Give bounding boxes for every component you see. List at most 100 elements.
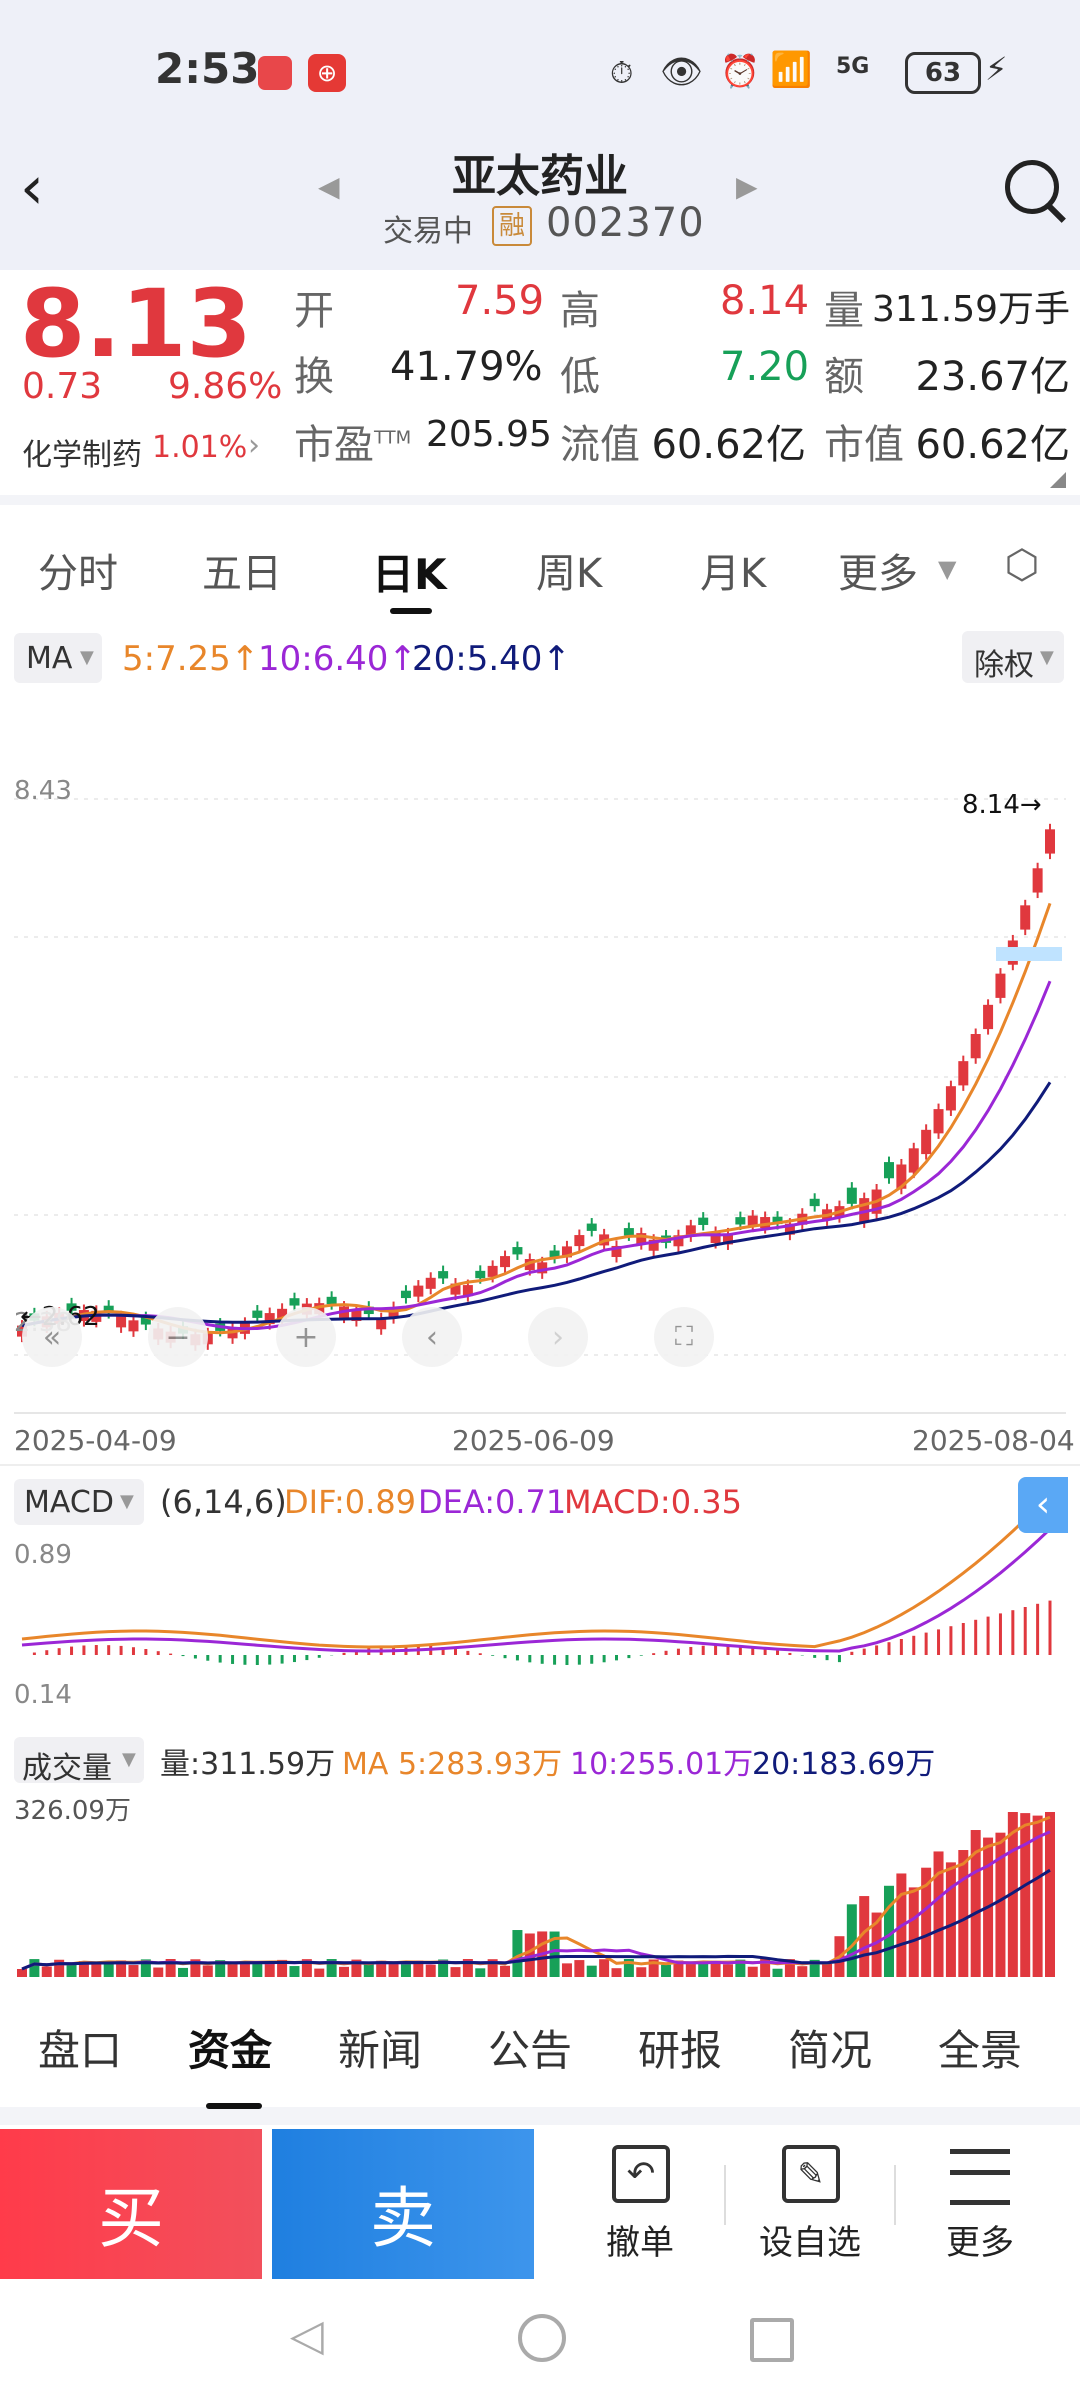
candle-body <box>128 1320 139 1332</box>
candle-body <box>784 1223 795 1235</box>
volume-bar <box>883 1885 894 1977</box>
back-icon[interactable]: ‹ <box>20 153 44 223</box>
candle-body <box>933 1109 944 1134</box>
ma5-line <box>21 902 1052 1335</box>
clock-icon: ⏰ <box>720 52 760 90</box>
sell-button-label: 卖 <box>370 2180 436 2257</box>
chart-period-tabs: 分时 五日 日K 周K 月K 更多 ▼ ⬡ <box>0 505 1080 617</box>
adjust-selector[interactable]: 除权 ▼ <box>962 631 1064 683</box>
eye-icon: 👁 <box>660 52 704 92</box>
tab-announcements[interactable]: 公告 <box>488 2026 573 2075</box>
side-panel-toggle-icon[interactable]: ‹ <box>1018 1477 1068 1533</box>
nav-recents-icon[interactable] <box>750 2318 794 2362</box>
sell-button[interactable]: 卖 <box>272 2129 534 2279</box>
expand-corner-icon[interactable] <box>1050 472 1066 488</box>
tab-weekly-k[interactable]: 周K <box>536 551 603 597</box>
volume-bar <box>970 1830 981 1977</box>
volume-bar <box>710 1960 721 1977</box>
candle-body <box>462 1285 473 1297</box>
macd-selector[interactable]: MACD ▼ <box>14 1479 144 1525</box>
trading-app-icon: ⊕ <box>308 54 346 92</box>
tab-research[interactable]: 研报 <box>638 2026 723 2075</box>
amount-label: 额 <box>824 354 864 400</box>
candle-body <box>450 1283 461 1295</box>
volume-bar <box>846 1904 857 1977</box>
high-mark-label: 8.14→ <box>962 790 1042 820</box>
sector-arrow-icon[interactable]: › <box>248 428 260 463</box>
nav-back-icon[interactable]: ◁ <box>290 2310 324 2361</box>
ma10-text: 10:6.40 <box>258 639 389 679</box>
active-bottom-indicator <box>206 2103 262 2109</box>
candle-body <box>512 1247 523 1255</box>
tab-more[interactable]: 更多 <box>838 551 918 597</box>
search-icon-handle <box>1046 203 1066 223</box>
volume-bar <box>239 1961 250 1977</box>
scroll-right-icon[interactable]: › <box>528 1307 588 1367</box>
nav-home-icon[interactable] <box>518 2314 566 2362</box>
tab-capital[interactable]: 资金 <box>188 2026 273 2075</box>
stock-code: 002370 <box>546 200 705 246</box>
candle-body <box>747 1215 758 1227</box>
kline-ma-lines <box>21 902 1052 1335</box>
candle-body <box>698 1217 709 1225</box>
candle-body <box>611 1245 622 1257</box>
candle-body <box>722 1233 733 1245</box>
prev-stock-icon[interactable]: ◀ <box>318 170 340 203</box>
volume-bar <box>747 1966 758 1977</box>
volume-bar <box>301 1959 312 1977</box>
tab-profile[interactable]: 简况 <box>788 2026 873 2075</box>
volume-bar <box>128 1965 139 1977</box>
macd-params: (6,14,6) <box>160 1483 287 1521</box>
cancel-order-button[interactable]: ↶ 撤单 <box>560 2135 720 2275</box>
buy-button[interactable]: 买 <box>0 2129 262 2279</box>
tab-overview[interactable]: 全景 <box>938 2026 1023 2075</box>
volume-selector-label: 成交量 <box>22 1751 112 1786</box>
fullscreen-icon[interactable]: ⛶ <box>654 1307 714 1367</box>
tab-daily-k[interactable]: 日K <box>372 550 447 599</box>
volume-bar <box>822 1963 833 1977</box>
volume-ma20-line <box>21 1868 1051 1971</box>
candle-body <box>475 1270 486 1279</box>
ma-selector[interactable]: MA ▼ <box>14 633 102 683</box>
candle-body <box>673 1235 684 1247</box>
volume-ma10: 10:255.01万 <box>570 1747 754 1782</box>
tab-order-book[interactable]: 盘口 <box>38 2026 123 2075</box>
tab-intraday[interactable]: 分时 <box>38 551 118 597</box>
volume-bar <box>958 1850 969 1977</box>
volume-bar <box>400 1962 411 1977</box>
status-bar: 2:53 ⊕ ⏱ 👁 ⏰ 📶 5G 63 ⚡ <box>0 0 1080 140</box>
candle-body <box>574 1235 585 1247</box>
volume-bar <box>871 1912 882 1977</box>
ma5-value: 5:7.25↑ <box>122 639 260 679</box>
tab-monthly-k[interactable]: 月K <box>700 551 767 597</box>
volume-bar <box>685 1962 696 1977</box>
volume-selector[interactable]: 成交量 ▼ <box>14 1737 144 1786</box>
candle-body <box>351 1309 362 1322</box>
volume-bar <box>586 1965 597 1977</box>
more-label: 更多 <box>946 2223 1014 2263</box>
tab-five-day[interactable]: 五日 <box>202 551 282 597</box>
zoom-in-icon[interactable]: + <box>276 1307 336 1367</box>
candle-body <box>500 1256 511 1268</box>
price-highlight-band <box>996 947 1062 961</box>
candle-body <box>363 1306 374 1315</box>
high-value: 8.14 <box>720 278 810 324</box>
open-label: 开 <box>294 288 334 334</box>
scroll-left-icon[interactable]: ‹ <box>402 1307 462 1367</box>
zoom-out-icon[interactable]: − <box>148 1307 208 1367</box>
chart-rewind-icon[interactable]: « <box>22 1307 82 1367</box>
float-cap-value: 60.62亿 <box>651 422 806 468</box>
volume-bar <box>760 1959 771 1977</box>
next-stock-icon[interactable]: ▶ <box>736 170 758 203</box>
volume-bar <box>648 1959 659 1977</box>
more-button[interactable]: 更多 <box>900 2135 1060 2275</box>
volume-bar <box>1032 1815 1043 1977</box>
tab-news[interactable]: 新闻 <box>338 2026 423 2075</box>
search-icon[interactable] <box>1005 160 1059 214</box>
sector-change[interactable]: 1.01% <box>152 430 248 465</box>
volume-bar <box>326 1959 337 1977</box>
sector-name[interactable]: 化学制药 <box>22 438 142 473</box>
candle-body <box>277 1308 288 1320</box>
chart-settings-icon[interactable]: ⬡ <box>1004 542 1040 588</box>
add-watchlist-button[interactable]: ✎ 设自选 <box>730 2135 890 2275</box>
